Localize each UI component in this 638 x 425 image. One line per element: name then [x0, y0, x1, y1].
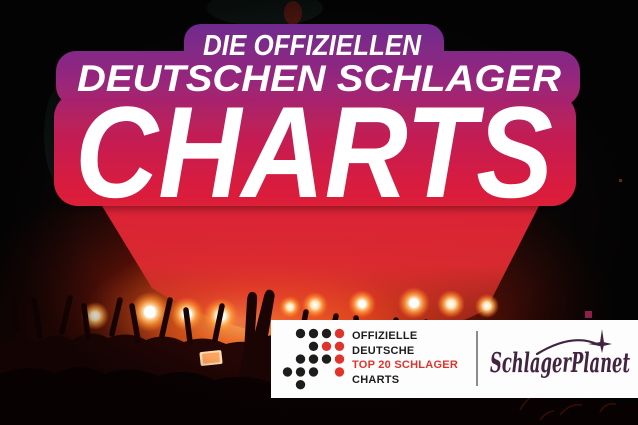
logo-dot	[295, 367, 306, 377]
hero-badge: DIE OFFIZIELLEN DEUTSCHEN SCHLAGER CHART…	[75, 30, 561, 225]
logo-dot	[295, 328, 306, 339]
logo-dot	[295, 354, 306, 364]
swoosh	[535, 339, 601, 356]
logo-dot	[308, 367, 319, 377]
brand-name: SchlagerPlanet	[490, 348, 630, 379]
logo-dot	[334, 328, 345, 339]
wordmark-line: CHARTS	[352, 374, 400, 387]
logo-dot	[282, 367, 293, 377]
badge-title: DEUTSCHEN SCHLAGER	[77, 58, 561, 99]
logo-dot	[321, 341, 332, 351]
logo-dot	[295, 380, 306, 390]
logo-box: OFFIZIELLE DEUTSCHE TOP 20 SCHLAGER CHAR…	[271, 320, 638, 398]
divider	[476, 331, 478, 386]
charts-dot-matrix-logo	[282, 328, 345, 390]
badge-kicker: DIE OFFIZIELLEN	[203, 30, 422, 62]
logo-dot	[308, 341, 319, 351]
badge-main-word: CHARTS	[75, 79, 553, 225]
logo-dot	[308, 354, 319, 364]
hero-badge-shape	[54, 24, 580, 206]
logo-dot	[321, 328, 332, 339]
logo-dot	[334, 341, 345, 351]
logo-dot	[308, 328, 319, 339]
sparkle-star-icon	[588, 329, 612, 353]
wordmark-line: OFFIZIELLE	[352, 330, 418, 342]
logo-dot	[321, 354, 332, 364]
schlagerplanet-logo: SchlagerPlanet	[490, 329, 630, 379]
wordmark-line: DEUTSCHE	[352, 344, 415, 357]
official-charts-wordmark: OFFIZIELLE DEUTSCHE TOP 20 SCHLAGER CHAR…	[352, 329, 458, 388]
logo-dot	[334, 354, 345, 364]
wordmark-line-accent: TOP 20 SCHLAGER	[352, 359, 459, 372]
logo-dot	[334, 367, 345, 377]
